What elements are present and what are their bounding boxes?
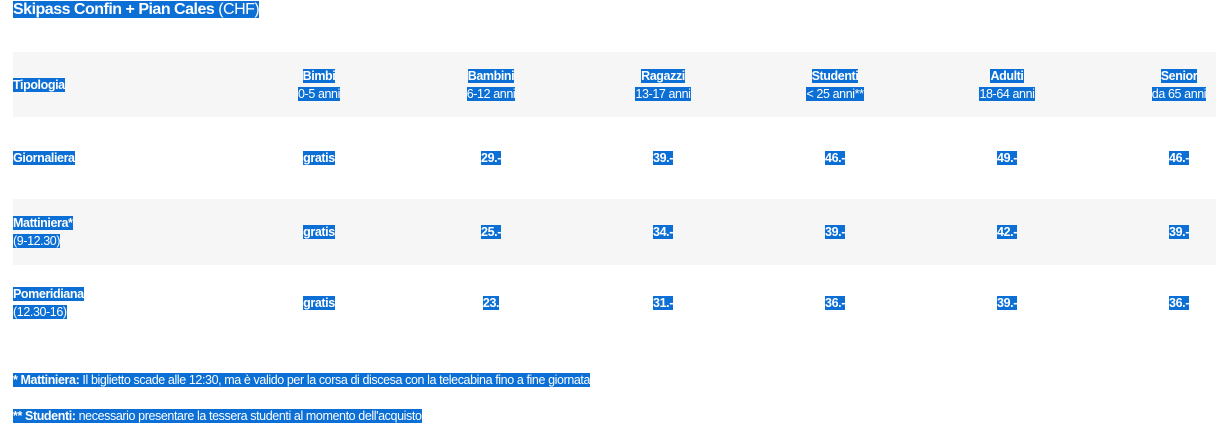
- header-age: 13-17 anni: [635, 86, 691, 101]
- price-cell: 42.-: [997, 225, 1017, 239]
- price-cell: gratis: [303, 151, 335, 165]
- price-cell: 49.-: [997, 151, 1017, 165]
- row-sub: (9-12.30): [13, 234, 61, 248]
- header-age: 6-12 anni: [466, 86, 516, 101]
- price-cell: 46.-: [1169, 151, 1189, 165]
- price-cell: gratis: [303, 225, 335, 239]
- header-age: 0-5 anni: [298, 86, 340, 101]
- row-sub: (12.30-16): [13, 304, 67, 319]
- price-cell: 36.-: [825, 295, 845, 310]
- table-row: Mattiniera* (9-12.30) gratis 25.- 34.- 39…: [13, 199, 1216, 265]
- page-title: Skipass Confin + Pian Cales (CHF): [13, 1, 260, 18]
- price-table: Tipologia Bimbi 0-5 anni Bambini 6-12 anni…: [13, 52, 1216, 340]
- footnote-mattiniera: * Mattiniera: Il biglietto scade alle 12…: [13, 373, 591, 387]
- header-tipologia: Tipologia: [13, 77, 65, 92]
- header-age: 18-64 anni: [979, 86, 1035, 101]
- price-cell: 23.: [482, 295, 500, 310]
- price-cell: 36.-: [1169, 295, 1189, 310]
- row-name: Giornaliera: [13, 151, 75, 165]
- price-cell: 29.-: [481, 151, 501, 165]
- price-cell: 39.-: [653, 151, 673, 165]
- price-cell: 39.-: [1169, 225, 1189, 239]
- header-age: < 25 anni**: [806, 86, 864, 101]
- price-cell: 34.-: [653, 225, 673, 239]
- header-name: Ragazzi: [641, 68, 685, 83]
- header-name: Bimbi: [302, 68, 336, 83]
- price-cell: 31.-: [653, 295, 673, 310]
- table-row: Giornaliera gratis 29.- 39.- 46.- 49.- 4…: [13, 117, 1216, 199]
- header-name: Bambini: [467, 68, 515, 83]
- price-cell: 46.-: [825, 151, 845, 165]
- header-age: da 65 anni: [1151, 86, 1207, 101]
- table-header-row: Tipologia Bimbi 0-5 anni Bambini 6-12 anni…: [13, 52, 1216, 117]
- row-name: Mattiniera*: [13, 216, 73, 230]
- row-name: Pomeridiana: [13, 286, 84, 301]
- price-cell: 25.-: [481, 225, 501, 239]
- table-row: Pomeridiana (12.30-16) gratis 23. 31.- 36…: [13, 265, 1216, 340]
- header-name: Senior: [1160, 68, 1198, 83]
- header-name: Studenti: [811, 68, 859, 83]
- footnote-studenti: ** Studenti: necessario presentare la te…: [13, 409, 422, 423]
- price-cell: 39.-: [825, 225, 845, 239]
- price-cell: 39.-: [997, 295, 1017, 310]
- header-name: Adulti: [990, 68, 1024, 83]
- price-cell: gratis: [303, 295, 335, 310]
